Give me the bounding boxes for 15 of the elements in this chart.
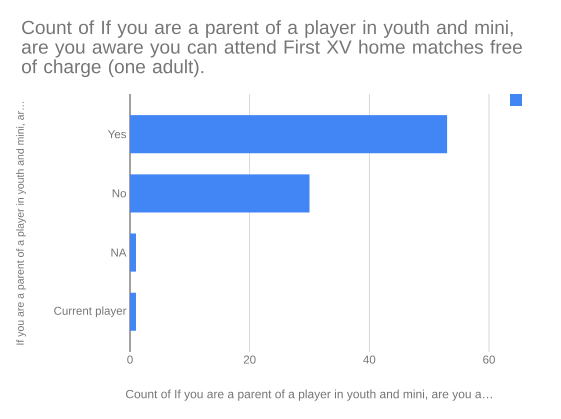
y-tick-label: No <box>112 189 126 198</box>
bar <box>130 292 136 331</box>
y-tick-label: Yes <box>108 130 126 138</box>
bar <box>130 115 448 154</box>
y-tick-label: NA <box>111 248 126 257</box>
x-tick-label: 0 <box>127 356 133 364</box>
x-tick-label: 40 <box>363 356 376 364</box>
x-tick-label: 60 <box>483 356 495 364</box>
x-tick-label: 20 <box>244 356 256 364</box>
bar <box>130 174 310 212</box>
y-axis-title: If you are a parent of a player in youth and mini, ar… <box>16 102 26 345</box>
x-axis-title: Count of If you are a parent of a player in youth and mini, are you a… <box>126 390 492 401</box>
chart-title: Count of If you are a parent of a player in youth and mini, are you aware you can attend First XV home matches free of charge (one adult). <box>22 20 522 78</box>
bar <box>130 234 136 272</box>
y-tick-label: Current player <box>54 306 126 318</box>
